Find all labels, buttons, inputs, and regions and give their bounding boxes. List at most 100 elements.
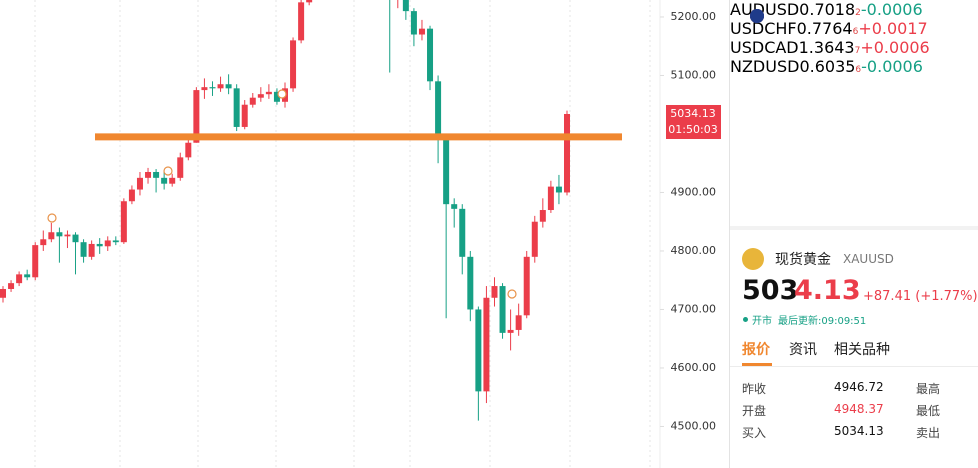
candle-body — [475, 309, 482, 392]
candle-body — [491, 286, 498, 298]
candle-body — [410, 11, 417, 35]
price-tag — [666, 104, 721, 139]
candle-body — [209, 87, 216, 89]
candle-body — [483, 297, 490, 392]
time-grid — [34, 0, 651, 468]
tab[interactable]: 报价 — [742, 342, 770, 358]
price-digit: 2 — [855, 8, 861, 18]
candle-body — [104, 240, 111, 247]
candle-body — [241, 104, 248, 127]
candle-body — [88, 243, 95, 257]
candle-body — [418, 28, 425, 35]
y-tick-label: 4800.00 — [671, 244, 717, 257]
symbol: AUDUSD — [730, 0, 800, 19]
y-tick-label: 4600.00 — [671, 361, 717, 374]
candle-body — [153, 171, 160, 178]
chart: 5200.00 5100.00 4900.00 4800.00 4700.00 4600.… — [0, 0, 721, 468]
candle-body — [467, 256, 474, 310]
tab-divider — [730, 366, 978, 367]
countdown: 01:50:03 — [668, 123, 717, 136]
candle-body — [56, 232, 63, 237]
candle-body — [539, 210, 546, 222]
candle-body — [265, 91, 272, 95]
quote-cell: 买入 — [742, 426, 767, 440]
candle-body — [249, 97, 256, 105]
tab[interactable]: 资讯 — [789, 342, 817, 358]
symbol: USDCAD — [730, 38, 799, 57]
quote-cell: 5034.13 — [834, 424, 884, 438]
y-tick-label: 4900.00 — [671, 185, 717, 198]
candle-body — [443, 139, 450, 205]
candle-body — [136, 177, 143, 190]
candle-body — [193, 90, 200, 143]
candle-body — [273, 91, 280, 102]
candle-body — [120, 201, 127, 243]
candle-body — [257, 94, 264, 98]
candle-body — [402, 0, 409, 12]
candle-body — [16, 274, 23, 284]
candle-body — [531, 221, 538, 257]
candle-body — [435, 81, 442, 140]
candle-body — [564, 113, 570, 193]
quote-cell: 最低 — [916, 404, 941, 418]
candle-body — [306, 0, 313, 3]
symbol: NZDUSD — [730, 57, 800, 76]
candle-body — [547, 186, 554, 211]
quote-cell: 卖出 — [916, 426, 941, 440]
candle-body — [0, 288, 6, 298]
candle-body — [217, 84, 224, 89]
status-dot — [743, 317, 748, 322]
price-digit: 6 — [852, 27, 859, 37]
quote-cell: 最高 — [916, 382, 941, 396]
quote-cell: 开盘 — [742, 404, 767, 418]
price-tail: 4.13 — [794, 275, 861, 306]
candle-body — [515, 315, 522, 330]
tab[interactable]: 相关品种 — [834, 342, 890, 358]
quote-change: +87.41 (+1.77%) — [863, 289, 978, 304]
candle-body — [169, 177, 176, 184]
y-tick-label: 4700.00 — [671, 302, 717, 315]
event-marker — [507, 289, 517, 299]
y-tick-label: 4500.00 — [671, 419, 717, 432]
candle-body — [48, 232, 55, 240]
y-tick-label: 5200.00 — [671, 10, 717, 23]
status: 开市 — [752, 316, 772, 327]
watchlist-row[interactable]: NZDUSD0.60356-0.0006 — [730, 9, 978, 76]
event-marker — [277, 89, 287, 99]
candle-body — [459, 208, 466, 257]
candle-body — [177, 157, 184, 178]
candle-body — [112, 240, 119, 243]
candle-body — [185, 142, 192, 158]
quote-name: 现货黄金 — [775, 252, 831, 268]
candle-body — [298, 2, 305, 41]
separator — [730, 226, 978, 230]
change: +0.0017 — [858, 19, 928, 38]
quote-cell: 4948.37 — [834, 402, 884, 416]
gold-icon — [742, 248, 764, 270]
candle-body — [40, 239, 47, 246]
candle-body — [201, 87, 208, 91]
watchlist-row[interactable]: USDCAD1.36437+0.0006 — [730, 9, 978, 57]
quote-code: XAUUSD — [843, 252, 894, 266]
y-tick-label: 5100.00 — [671, 68, 717, 81]
candle-body — [225, 84, 232, 89]
price: 0.7018 — [799, 0, 856, 19]
candle-body — [72, 234, 79, 243]
candle-body — [499, 286, 506, 333]
side-panel: AUDUSD0.70182-0.0006 USDCHF0.77646+0.0017… — [729, 0, 978, 468]
tab-underline — [742, 363, 772, 366]
candle-body — [8, 283, 15, 289]
candle-body — [451, 204, 458, 209]
price: 0.6035 — [799, 57, 856, 76]
flag-icon — [750, 9, 764, 23]
price-digit: 6 — [855, 65, 862, 75]
watchlist-row[interactable]: AUDUSD0.70182-0.0006 — [730, 0, 978, 23]
candle-body — [290, 40, 297, 89]
change: +0.0006 — [860, 38, 930, 57]
candle-body — [523, 256, 530, 316]
candle-body — [32, 245, 39, 278]
watchlist-row[interactable]: USDCHF0.77646+0.0017 — [730, 9, 978, 38]
candle-body — [161, 177, 168, 184]
candle-body — [80, 242, 87, 257]
